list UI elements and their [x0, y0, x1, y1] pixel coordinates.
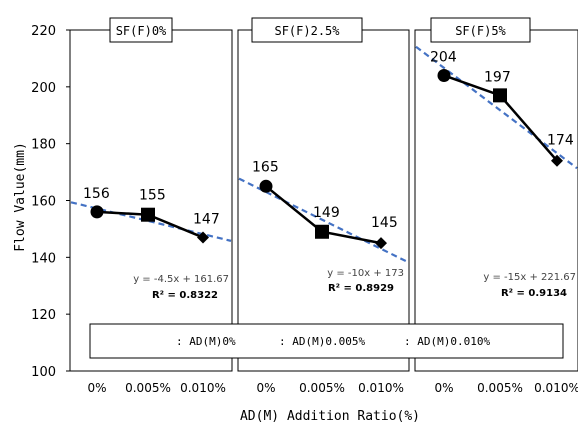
trendline-r2: R² = 0.8322 [152, 290, 218, 301]
x-axis-label: AD(M) Addition Ratio(%) [240, 409, 420, 424]
trendline-r2: R² = 0.8929 [328, 283, 394, 294]
panel-title-box [251, 17, 363, 43]
x-tick-label: 0.010% [180, 381, 226, 395]
x-tick-label: 0% [434, 381, 453, 395]
y-tick-label: 140 [31, 251, 56, 266]
y-tick-label: 120 [31, 308, 56, 323]
marker-diamond [551, 154, 563, 167]
marker-circle [437, 68, 451, 82]
y-tick-label: 160 [31, 195, 56, 210]
y-axis-label: Flow Value(mm) [13, 142, 28, 252]
trendline [415, 45, 578, 170]
y-tick-label: 100 [31, 365, 56, 380]
panel-1: SF(F)2.5% 0% 0.005% 0.010% 165 149 145 y = -10x… [237, 17, 410, 395]
x-tick-label: 0.005% [299, 381, 345, 395]
data-label: 156 [83, 186, 110, 202]
legend-entry-0: : AD(M)0% [176, 335, 236, 348]
marker-circle [90, 205, 104, 219]
panel-title: SF(F)2.5% [274, 24, 340, 38]
data-label: 155 [139, 188, 166, 204]
data-label: 204 [430, 49, 457, 65]
legend-entry-2: : AD(M)0.010% [404, 335, 490, 348]
x-tick-label: 0.010% [358, 381, 404, 395]
data-label: 149 [313, 205, 340, 221]
legend-box [89, 323, 564, 359]
y-tick-label: 220 [31, 24, 56, 39]
data-label: 165 [252, 159, 279, 175]
x-tick-label: 0.010% [534, 381, 578, 395]
panel-frame [237, 29, 410, 372]
x-tick-label: 0% [87, 381, 106, 395]
trendline-r2: R² = 0.9134 [501, 288, 567, 299]
marker-diamond [197, 231, 209, 244]
legend-entry-1: : AD(M)0.005% [279, 335, 365, 348]
panel-title-box [430, 17, 531, 43]
marker-square [315, 224, 329, 239]
x-tick-label: 0% [256, 381, 275, 395]
trendline-equation: y = -10x + 173 [327, 268, 404, 279]
panel-2: SF(F)5% 0% 0.005% 0.010% 204 197 174 y = -15x +… [414, 17, 578, 395]
x-tick-label: 0.005% [477, 381, 523, 395]
y-axis: 100 120 140 160 180 200 220 [31, 24, 71, 380]
panel-0: SF(F)0% 0% 0.005% 0.010% 156 155 147 y = -4.5x … [69, 17, 233, 395]
trendline-equation: y = -4.5x + 161.67 [133, 274, 229, 285]
y-tick-label: 200 [31, 81, 56, 96]
marker-square [493, 88, 507, 103]
panel-title: SF(F)0% [116, 24, 167, 38]
data-label: 174 [547, 133, 574, 149]
y-tick-label: 180 [31, 138, 56, 153]
marker-diamond [375, 237, 387, 250]
data-label: 147 [193, 211, 220, 227]
panels: SF(F)0% 0% 0.005% 0.010% 156 155 147 y = -4.5x … [69, 17, 578, 395]
legend: : AD(M)0% : AD(M)0.005% : AD(M)0.010% [89, 323, 564, 359]
x-tick-label: 0.005% [125, 381, 171, 395]
data-label: 145 [371, 215, 398, 231]
trendline-equation: y = -15x + 221.67 [483, 272, 576, 283]
panel-title-box [109, 17, 173, 43]
marker-circle [259, 179, 273, 193]
panel-title: SF(F)5% [455, 24, 506, 38]
series-line [443, 74, 558, 162]
marker-square [141, 207, 155, 222]
data-label: 197 [484, 69, 511, 85]
